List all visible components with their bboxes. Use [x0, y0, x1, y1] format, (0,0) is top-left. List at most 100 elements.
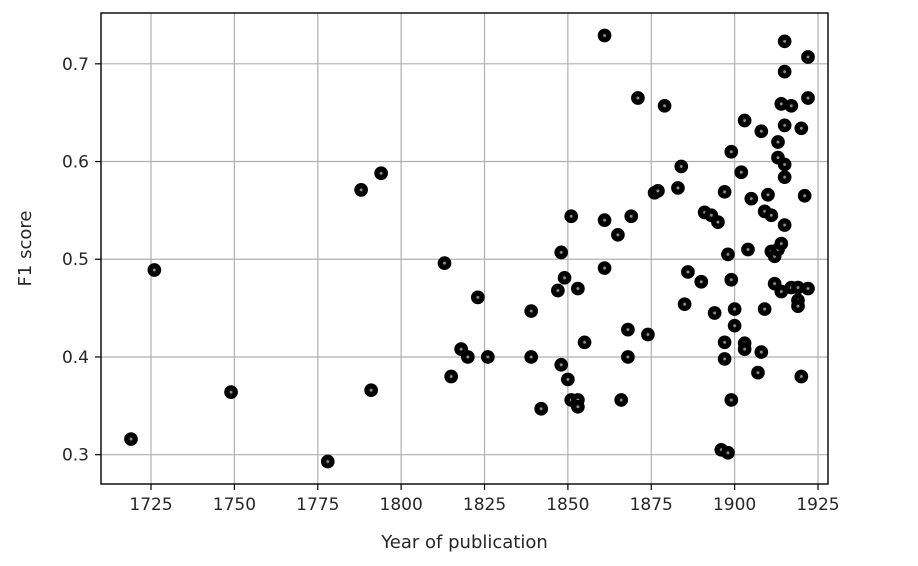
- y-tick-label: 0.4: [62, 348, 89, 368]
- data-point: [791, 299, 805, 314]
- data-point: [741, 242, 755, 257]
- data-point: [761, 187, 775, 202]
- data-point: [681, 265, 695, 279]
- y-axis-label: F1 score: [15, 211, 36, 287]
- x-tick-label: 1875: [630, 495, 673, 515]
- data-point: [721, 247, 735, 262]
- data-point: [677, 297, 692, 312]
- data-points: [124, 28, 815, 469]
- plot-frame: [100, 12, 829, 485]
- data-point: [124, 432, 138, 446]
- data-point: [774, 236, 789, 251]
- data-point: [801, 50, 815, 64]
- data-point: [737, 342, 752, 356]
- axis-ticks: 1725 1750 1775 1800 1825 1850 1875 1900 1925 0.3 0…: [62, 55, 840, 515]
- data-point: [614, 393, 629, 407]
- data-point: [651, 183, 665, 198]
- x-axis-label: Year of publication: [380, 532, 548, 553]
- data-point: [777, 218, 792, 232]
- data-point: [671, 181, 685, 195]
- data-point: [794, 369, 809, 384]
- y-tick-label: 0.6: [62, 153, 89, 173]
- x-tick-label: 1750: [213, 495, 256, 515]
- data-point: [721, 445, 735, 460]
- x-tick-label: 1850: [546, 495, 589, 515]
- data-point: [557, 270, 572, 285]
- data-point: [757, 302, 772, 316]
- data-point: [611, 227, 625, 242]
- data-point: [791, 280, 805, 295]
- x-tick-label: 1800: [380, 495, 423, 515]
- data-point: [597, 213, 612, 228]
- data-point: [571, 399, 585, 414]
- data-point: [717, 184, 732, 199]
- data-point: [797, 188, 812, 203]
- data-point: [724, 393, 739, 407]
- data-point: [744, 191, 759, 206]
- data-point: [777, 64, 792, 79]
- data-point: [694, 274, 709, 289]
- data-point: [777, 34, 792, 49]
- data-point: [777, 118, 792, 133]
- data-point: [480, 350, 495, 364]
- x-tick-label: 1825: [463, 495, 506, 515]
- x-tick-label: 1775: [296, 495, 339, 515]
- data-point: [631, 91, 645, 105]
- x-tick-label: 1900: [713, 495, 756, 515]
- data-point: [534, 401, 549, 416]
- data-point: [554, 245, 569, 260]
- data-point: [754, 124, 769, 139]
- data-point: [711, 215, 725, 229]
- y-tick-label: 0.5: [62, 250, 89, 270]
- data-point: [364, 383, 378, 398]
- data-point: [764, 208, 779, 223]
- data-point: [551, 283, 565, 298]
- data-point: [597, 261, 612, 275]
- data-point: [524, 304, 539, 318]
- data-point: [621, 350, 635, 364]
- data-point: [554, 357, 569, 372]
- data-point: [717, 335, 732, 350]
- data-point: [657, 98, 672, 113]
- data-point: [470, 290, 485, 305]
- data-point: [437, 256, 452, 271]
- data-point: [777, 157, 792, 172]
- data-point: [724, 272, 739, 287]
- data-point: [777, 170, 792, 185]
- data-point: [354, 183, 368, 197]
- data-point: [674, 159, 689, 174]
- data-point: [754, 345, 769, 359]
- data-point: [717, 352, 732, 366]
- data-point: [707, 306, 722, 320]
- data-point: [624, 209, 639, 224]
- data-point: [801, 281, 815, 296]
- data-point: [724, 144, 739, 159]
- data-point: [621, 322, 635, 337]
- data-point: [564, 209, 579, 224]
- data-point: [224, 385, 238, 399]
- x-tick-label: 1725: [129, 495, 172, 515]
- data-point: [561, 372, 575, 387]
- data-point: [734, 165, 749, 180]
- y-tick-label: 0.7: [62, 55, 89, 75]
- data-point: [460, 350, 475, 364]
- data-point: [794, 121, 809, 136]
- data-point: [454, 342, 469, 356]
- x-tick-label: 1925: [796, 495, 839, 515]
- data-point: [737, 113, 752, 128]
- data-point: [320, 454, 335, 469]
- y-tick-label: 0.3: [62, 446, 89, 466]
- data-point: [524, 350, 539, 364]
- data-point: [727, 318, 742, 333]
- data-point: [577, 335, 592, 350]
- data-point: [751, 365, 765, 380]
- data-point: [784, 98, 799, 113]
- data-point: [597, 28, 612, 43]
- data-point: [571, 281, 585, 296]
- data-point: [374, 166, 388, 181]
- data-point: [641, 327, 655, 342]
- data-point: [774, 97, 789, 111]
- data-point: [801, 91, 815, 105]
